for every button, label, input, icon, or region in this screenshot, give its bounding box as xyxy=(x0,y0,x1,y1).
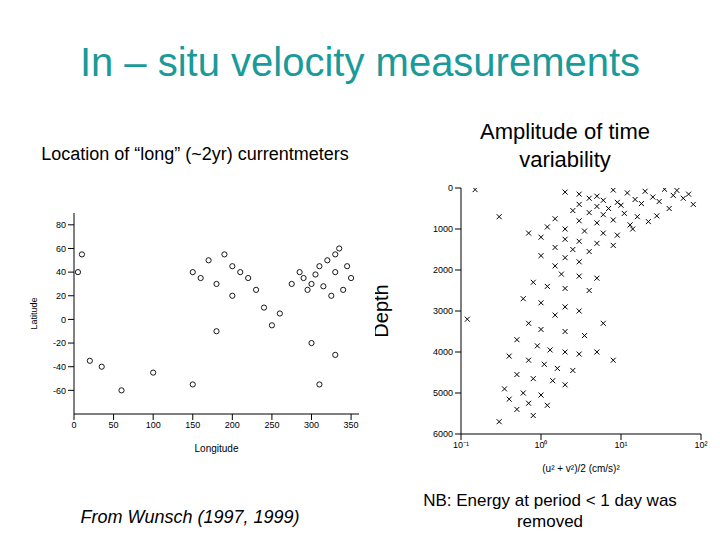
svg-text:0: 0 xyxy=(448,183,453,193)
svg-text:-20: -20 xyxy=(53,338,66,348)
svg-text:0: 0 xyxy=(71,420,76,430)
svg-text:100: 100 xyxy=(146,420,161,430)
svg-text:Longitude: Longitude xyxy=(195,443,239,454)
svg-text:10²: 10² xyxy=(694,440,707,450)
svg-text:350: 350 xyxy=(344,420,359,430)
svg-text:10⁻¹: 10⁻¹ xyxy=(453,440,469,450)
svg-text:200: 200 xyxy=(225,420,240,430)
svg-text:-40: -40 xyxy=(53,362,66,372)
svg-text:4000: 4000 xyxy=(433,347,453,357)
html-text:Location of “long” (~2yr) curr: Location of “long” (~2yr) currentmeters xyxy=(41,144,349,164)
svg-text:Latitude: Latitude xyxy=(29,297,39,329)
svg-text:300: 300 xyxy=(304,420,319,430)
svg-text:10¹: 10¹ xyxy=(614,440,627,450)
html-text:In – situ velocity measurement: In – situ velocity measurements xyxy=(79,40,641,84)
svg-text:40: 40 xyxy=(56,267,66,277)
html-text:Amplitude of time variability: Amplitude of time variability xyxy=(480,119,650,172)
svg-text:(u² + v²)/2 (cm/s)²: (u² + v²)/2 (cm/s)² xyxy=(542,463,620,474)
svg-text:5000: 5000 xyxy=(433,388,453,398)
svg-text:6000: 6000 xyxy=(433,429,453,439)
svg-text:3000: 3000 xyxy=(433,306,453,316)
svg-text:250: 250 xyxy=(264,420,279,430)
svg-text:Depth: Depth xyxy=(375,284,392,337)
html-text:NB: Energy at period < 1 day w: NB: Energy at period < 1 day was removed xyxy=(423,491,677,531)
svg-text:1000: 1000 xyxy=(433,224,453,234)
svg-text:2000: 2000 xyxy=(433,265,453,275)
svg-text:0: 0 xyxy=(61,315,66,325)
svg-text:80: 80 xyxy=(56,220,66,230)
svg-text:150: 150 xyxy=(185,420,200,430)
svg-text:-60: -60 xyxy=(53,386,66,396)
svg-text:50: 50 xyxy=(109,420,119,430)
svg-text:10⁰: 10⁰ xyxy=(534,440,547,450)
html-text:From Wunsch (1997, 1999): From Wunsch (1997, 1999) xyxy=(80,507,300,527)
svg-text:60: 60 xyxy=(56,244,66,254)
svg-text:20: 20 xyxy=(56,291,66,301)
